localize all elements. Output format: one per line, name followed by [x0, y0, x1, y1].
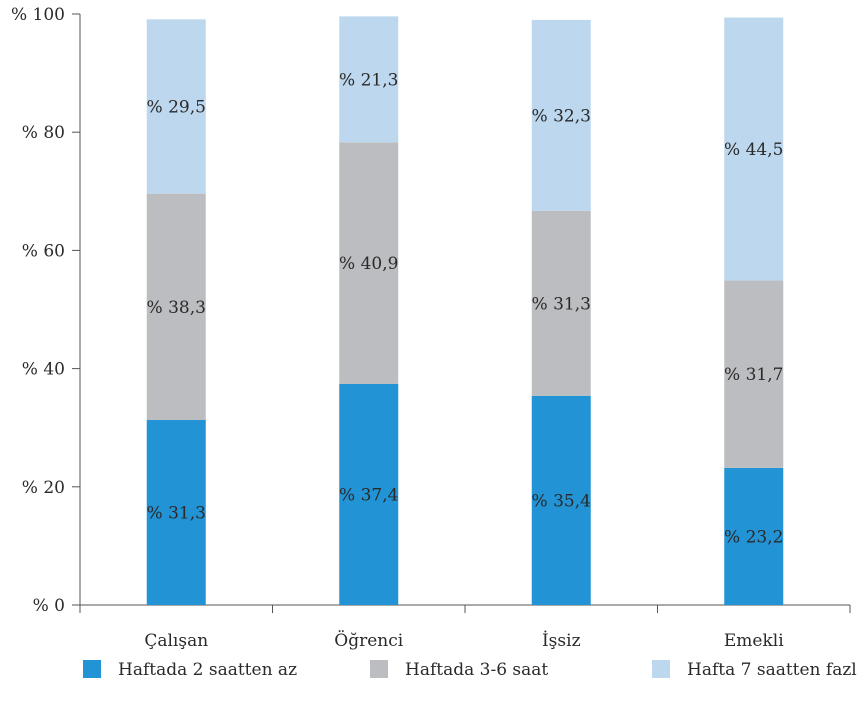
legend-swatch — [652, 660, 670, 678]
legend: Haftada 2 saatten az Haftada 3-6 saat Haft… — [83, 660, 857, 680]
bar-segment — [146, 19, 206, 194]
legend-label: Haftada 2 saatten az — [118, 660, 297, 680]
bar-segment — [339, 16, 399, 143]
bar-segment — [724, 17, 784, 281]
data-label: % 31,3 — [532, 294, 591, 314]
category-label: Öğrenci — [334, 630, 403, 651]
y-tick-label: % 60 — [22, 241, 65, 261]
bars — [146, 16, 784, 605]
data-label: % 32,3 — [532, 106, 591, 126]
data-label: % 37,4 — [339, 485, 398, 505]
bar-segment — [339, 383, 399, 605]
axes: % 0 % 20 % 40 % 60 % 80 % 100 Çalışan Öğrenci İş… — [11, 5, 851, 651]
bar-segment — [724, 467, 784, 605]
y-tick-label: % 0 — [33, 596, 65, 616]
data-label: % 29,5 — [147, 97, 206, 117]
data-label: % 44,5 — [724, 140, 783, 160]
bar-segment — [146, 193, 206, 421]
category-label: İşsiz — [542, 630, 581, 651]
y-tick-label: % 40 — [22, 360, 65, 380]
category-label: Çalışan — [144, 631, 208, 651]
data-label: % 40,9 — [339, 254, 398, 274]
data-label: % 21,3 — [339, 70, 398, 90]
y-tick-label: % 80 — [22, 123, 65, 143]
bar-segment — [724, 280, 784, 468]
data-label: % 35,4 — [532, 491, 591, 511]
bar-segment — [146, 420, 206, 605]
legend-swatch — [370, 660, 388, 678]
bar-segment — [531, 210, 591, 396]
data-labels: % 31,3 % 38,3 % 29,5 % 37,4 % 40,9 % 21,3 % 35… — [147, 70, 784, 547]
bar-segment — [531, 395, 591, 605]
data-label: % 23,2 — [724, 527, 783, 547]
data-label: % 38,3 — [147, 298, 206, 318]
bar-segment — [339, 142, 399, 384]
y-tick-label: % 100 — [11, 5, 65, 25]
y-tick-label: % 20 — [22, 478, 65, 498]
legend-label: Haftada 3-6 saat — [405, 660, 548, 680]
legend-swatch — [83, 660, 101, 678]
data-label: % 31,7 — [724, 365, 783, 385]
data-label: % 31,3 — [147, 504, 206, 524]
legend-label: Hafta 7 saatten fazla — [687, 660, 857, 680]
category-label: Emekli — [724, 631, 784, 651]
bar-segment — [531, 19, 591, 211]
